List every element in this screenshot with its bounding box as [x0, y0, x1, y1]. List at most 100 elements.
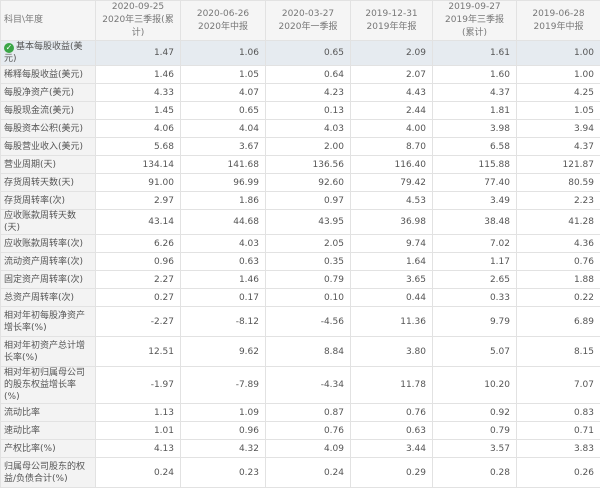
cell-value: 3.57 [433, 440, 517, 458]
row-label: 速动比率 [1, 422, 96, 440]
cell-value: 4.09 [266, 440, 351, 458]
row-label-text: 每股现金流(美元) [4, 106, 74, 116]
row-label-text: 每股营业收入(美元) [4, 142, 83, 152]
cell-value: 1.00 [517, 41, 600, 66]
cell-value: 0.96 [181, 422, 266, 440]
row-label: 总资产周转率(次) [1, 289, 96, 307]
cell-value: 3.44 [351, 440, 433, 458]
cell-value: 0.76 [351, 404, 433, 422]
cell-value: 2.97 [96, 192, 181, 210]
cell-value: 0.79 [433, 422, 517, 440]
cell-value: 38.48 [433, 210, 517, 235]
row-label: 固定资产周转率(次) [1, 271, 96, 289]
cell-value: 77.40 [433, 174, 517, 192]
cell-value: -8.12 [181, 307, 266, 337]
column-period: 2019年中报 [523, 21, 594, 34]
row-label: 流动资产周转率(次) [1, 253, 96, 271]
row-label: 产权比率(%) [1, 440, 96, 458]
cell-value: 3.80 [351, 337, 433, 367]
cell-value: 1.09 [181, 404, 266, 422]
cell-value: 2.05 [266, 235, 351, 253]
row-label-text: 归属母公司股东的权益/负债合计(%) [4, 462, 85, 484]
column-period: 2020年一季报 [272, 21, 344, 34]
row-label: 存货周转率(次) [1, 192, 96, 210]
cell-value: 0.13 [266, 102, 351, 120]
cell-value: 0.23 [181, 458, 266, 488]
row-label: 归属母公司股东的权益/负债合计(%) [1, 458, 96, 488]
cell-value: 0.24 [266, 458, 351, 488]
row-label-text: 存货周转率(次) [4, 196, 65, 206]
cell-value: 3.98 [433, 120, 517, 138]
row-label: 相对年初资产总计增长率(%) [1, 337, 96, 367]
cell-value: 2.07 [351, 66, 433, 84]
column-date: 2020-09-25 [102, 1, 174, 14]
row-label-text: 稀释每股收益(美元) [4, 70, 83, 80]
cell-value: 4.03 [181, 235, 266, 253]
row-label-text: 产权比率(%) [4, 444, 56, 454]
row-label-text: 应收账款周转天数(天) [4, 211, 76, 233]
cell-value: 44.68 [181, 210, 266, 235]
cell-value: 4.23 [266, 84, 351, 102]
row-label-text: 相对年初归属母公司的股东权益增长率(%) [4, 368, 85, 402]
cell-value: 1.05 [517, 102, 600, 120]
cell-value: 0.79 [266, 271, 351, 289]
cell-value: 0.10 [266, 289, 351, 307]
cell-value: 0.63 [351, 422, 433, 440]
row-label-text: 固定资产周转率(次) [4, 275, 83, 285]
cell-value: -2.27 [96, 307, 181, 337]
row-label: 相对年初归属母公司的股东权益增长率(%) [1, 367, 96, 404]
cell-value: 4.04 [181, 120, 266, 138]
cell-value: 8.15 [517, 337, 600, 367]
row-label-text: 流动资产周转率(次) [4, 257, 83, 267]
cell-value: 141.68 [181, 156, 266, 174]
cell-value: 11.78 [351, 367, 433, 404]
cell-value: 1.06 [181, 41, 266, 66]
column-period: 2019年年报 [357, 21, 426, 34]
cell-value: 121.87 [517, 156, 600, 174]
cell-value: 43.14 [96, 210, 181, 235]
row-label-text: 每股资本公积(美元) [4, 124, 83, 134]
cell-value: 9.74 [351, 235, 433, 253]
cell-value: 0.65 [266, 41, 351, 66]
column-period: 2020年三季报(累计) [102, 14, 174, 40]
cell-value: 6.58 [433, 138, 517, 156]
cell-value: 0.64 [266, 66, 351, 84]
column-date: 2020-03-27 [272, 8, 344, 21]
cell-value: 0.63 [181, 253, 266, 271]
cell-value: 91.00 [96, 174, 181, 192]
column-date: 2019-06-28 [523, 8, 594, 21]
cell-value: 3.83 [517, 440, 600, 458]
cell-value: 9.62 [181, 337, 266, 367]
cell-value: 7.02 [433, 235, 517, 253]
row-label-text: 每股净资产(美元) [4, 88, 74, 98]
cell-value: 4.33 [96, 84, 181, 102]
